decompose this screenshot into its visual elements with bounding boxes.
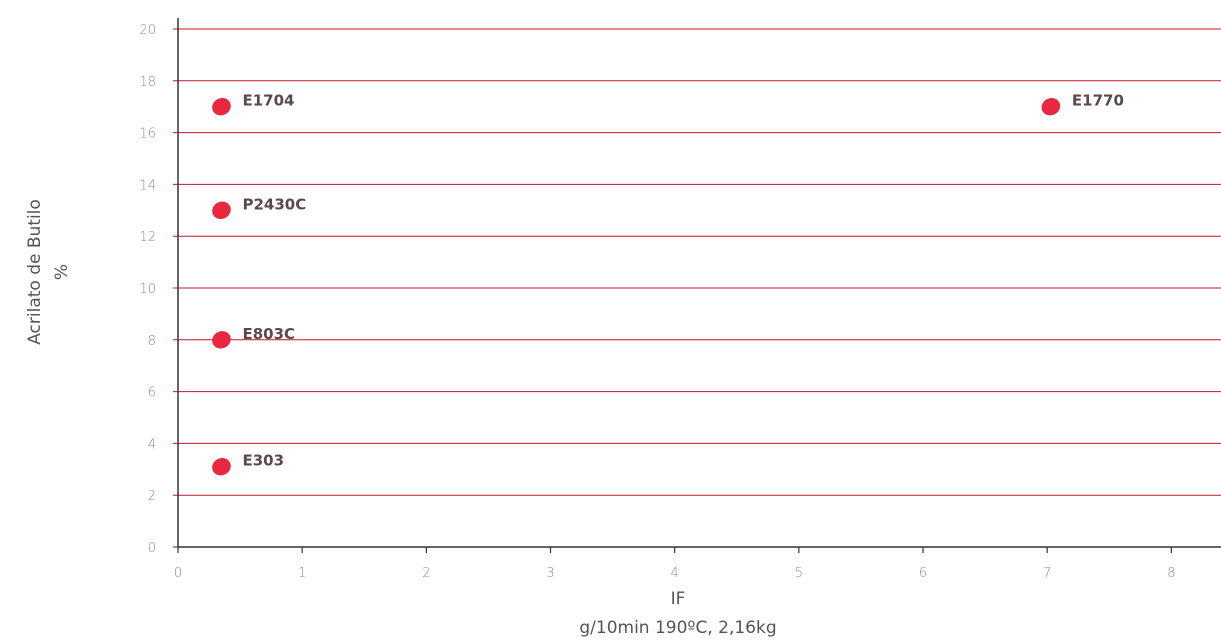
point-label-e803c: E803C — [242, 325, 295, 343]
x-tick-label: 2 — [422, 566, 430, 581]
y-tick-label: 8 — [148, 334, 156, 349]
y-tick-label: 6 — [148, 386, 156, 401]
x-tick-label: 3 — [546, 566, 554, 581]
x-tick-label: 8 — [1167, 566, 1175, 581]
data-point-p2430c — [212, 201, 231, 219]
y-axis-subtitle-group: % — [52, 264, 72, 280]
y-tick-label: 4 — [148, 437, 156, 452]
x-axis-title: IF — [671, 589, 686, 609]
x-tick-label: 7 — [1043, 566, 1051, 581]
x-tick-label: 6 — [919, 566, 927, 581]
point-label-p2430c: P2430C — [242, 195, 306, 213]
x-tick-label: 1 — [298, 566, 306, 581]
axes — [177, 18, 1221, 553]
y-tick-label: 20 — [139, 23, 156, 38]
y-tick-label: 16 — [139, 127, 156, 142]
data-point-e1704 — [212, 98, 231, 116]
y-axis-subtitle: % — [52, 264, 72, 280]
point-label-e1770: E1770 — [1072, 92, 1124, 110]
x-tick-label: 0 — [174, 566, 182, 581]
data-point-e803c — [212, 331, 231, 349]
y-tick-label: 14 — [139, 178, 156, 193]
point-label-e1704: E1704 — [242, 92, 294, 110]
y-tick-label: 10 — [139, 282, 156, 297]
data-point-e1770 — [1041, 98, 1061, 116]
x-tick-label: 4 — [671, 566, 679, 581]
y-axis-title: Acrilato de Butilo — [25, 199, 45, 345]
data-points: E1704 E1770 P2430C E803C E303 — [212, 92, 1124, 476]
y-axis-title-group: Acrilato de Butilo — [25, 199, 45, 345]
x-axis-subtitle: g/10min 190ºC, 2,16kg — [579, 618, 776, 638]
y-tick-label: 18 — [139, 75, 156, 90]
y-tick-label: 2 — [148, 489, 156, 504]
y-tick-label: 0 — [148, 541, 156, 556]
data-point-e303 — [212, 458, 231, 476]
x-tick-label: 5 — [795, 566, 803, 581]
point-label-e303: E303 — [242, 452, 284, 470]
y-tick-label: 12 — [139, 230, 156, 245]
grid-lines — [173, 28, 1221, 548]
